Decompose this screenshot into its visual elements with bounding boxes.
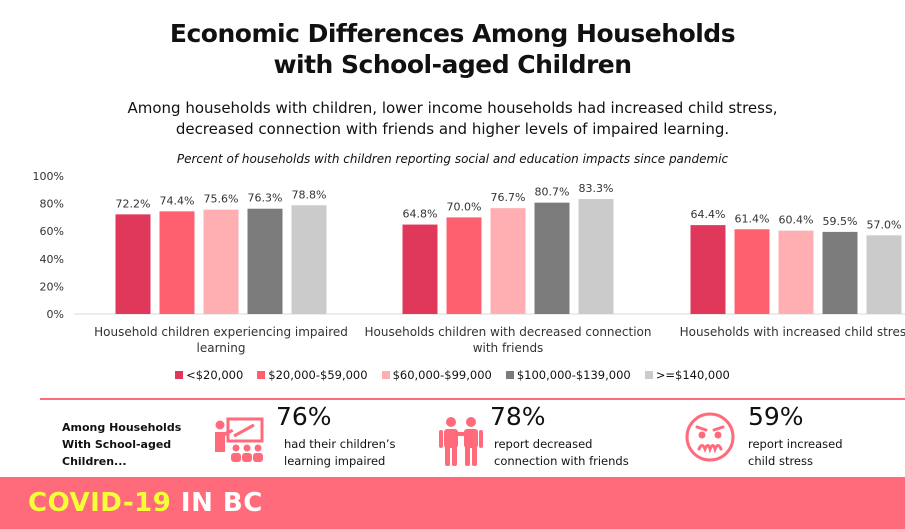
bar [490,208,526,314]
y-tick-label: 0% [47,308,64,321]
data-label: 64.8% [403,208,438,221]
stat-description-line-2: child stress [748,454,813,468]
y-tick-label: 60% [40,225,64,238]
legend-swatch [644,371,653,379]
chart-caption: Percent of households with children repo… [176,152,729,166]
friends-icon [439,417,483,466]
y-tick-label: 40% [40,253,64,266]
legend-label: $20,000-$59,000 [268,368,368,382]
data-label: 83.3% [579,182,614,195]
x-category-label: learning [197,341,246,355]
bar [446,217,482,314]
x-category-label: Households children with decreased conne… [365,325,652,339]
legend-label: <$20,000 [186,368,244,382]
legend-item: >=$140,000 [644,368,730,382]
footer-logo: COVID-19 IN BC [28,488,263,518]
data-label: 64.4% [691,208,726,221]
subtitle-line-1: Among households with children, lower in… [127,99,778,117]
footer-banner: COVID-19 IN BC [0,477,905,529]
title-line-2: with School-aged Children [273,50,632,79]
data-label: 61.4% [735,212,770,225]
legend-swatch [175,371,184,379]
data-label: 75.6% [204,193,239,206]
bar [115,214,151,314]
chart-legend: <$20,000 $20,000-$59,000 $60,000-$99,000 $1… [0,368,905,382]
bar [402,224,438,314]
stat-percent: 76% [276,402,332,431]
legend-label: >=$140,000 [655,368,730,382]
legend-swatch [381,371,390,379]
bar [578,199,614,314]
subtitle: Among households with children, lower in… [0,98,905,140]
divider [40,398,905,400]
stat-description-line-2: learning impaired [284,454,386,468]
stat-description: had their children’s learning impaired [284,436,396,470]
data-label: 70.0% [447,200,482,213]
footer-covid-text: COVID-19 [28,488,172,518]
bar [291,205,327,314]
y-tick-label: 100% [33,170,64,183]
bar [822,231,858,314]
summary-label-line-3: Children... [62,455,127,468]
stat-description: report decreased connection with friends [494,436,629,470]
stat-percent: 78% [490,402,546,431]
bar [866,235,902,314]
data-label: 59.5% [823,215,858,228]
summary-label-line-2: With School-aged [62,438,172,451]
legend-item: $20,000-$59,000 [257,368,368,382]
data-label: 76.7% [491,191,526,204]
data-label: 76.3% [248,192,283,205]
x-category-label: Households with increased child stress [680,325,905,339]
stat-description: report increased child stress [748,436,843,470]
legend-swatch [505,371,514,379]
bar [534,202,570,314]
legend-label: $100,000-$139,000 [516,368,631,382]
y-tick-label: 20% [40,280,64,293]
y-tick-label: 80% [40,198,64,211]
data-label: 60.4% [779,214,814,227]
data-label: 80.7% [535,186,570,199]
data-label: 57.0% [867,218,902,231]
data-label: 74.4% [160,194,195,207]
legend-item: $60,000-$99,000 [381,368,492,382]
stat-description-line-1: report increased [748,437,843,451]
summary-label-line-1: Among Households [62,421,182,434]
legend-item: <$20,000 [175,368,243,382]
title-line-1: Economic Differences Among Households [169,19,736,48]
bar [690,225,726,314]
summary-label: Among Households With School-aged Childr… [62,419,182,470]
subtitle-line-2: decreased connection with friends and hi… [175,120,730,138]
teacher-icon [215,417,264,462]
bar [247,208,283,314]
stat-description-line-1: report decreased [494,437,593,451]
bar [734,229,770,314]
data-label: 72.2% [116,197,151,210]
stat-percent: 59% [748,402,804,431]
bar [203,209,239,314]
bar [778,230,814,314]
stat-description-line-2: connection with friends [494,454,629,468]
footer-inbc-text: IN BC [180,488,263,518]
stat-description-line-1: had their children’s [284,437,396,451]
data-label: 78.8% [292,188,327,201]
bar-chart: 0% 20% 40% 60% 80% 100% 72.2% 74.4% 75.6% 76.3% 78… [33,170,905,355]
x-category-label: with friends [473,341,544,355]
legend-label: $60,000-$99,000 [392,368,492,382]
legend-item: $100,000-$139,000 [505,368,631,382]
bar [159,211,195,314]
x-category-label: Household children experiencing impaired [94,325,348,339]
stressed-face-icon [685,412,735,462]
page-title: Economic Differences Among Households wi… [0,18,905,80]
legend-swatch [257,371,266,379]
